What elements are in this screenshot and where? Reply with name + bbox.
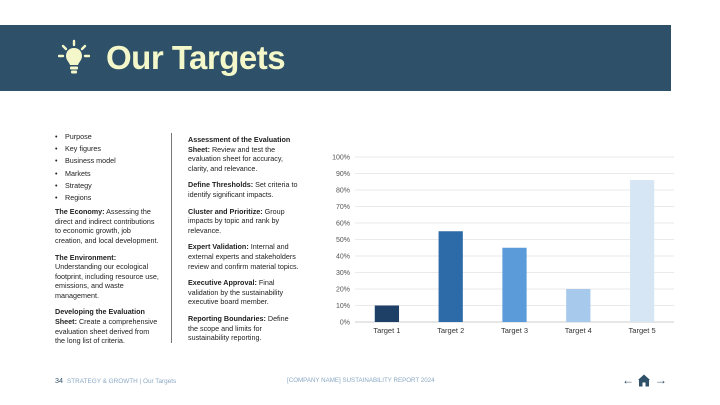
topic-list: Purpose Key figures Business model Marke… xyxy=(55,132,160,205)
paragraph-heading: The Environment: xyxy=(55,252,117,262)
x-tick-label: Target 4 xyxy=(565,326,592,335)
assessment-paragraph: Assessment of the Evaluation Sheet: Revi… xyxy=(188,135,300,173)
x-tick-label: Target 5 xyxy=(629,326,656,335)
thresholds-paragraph: Define Thresholds: Set criteria to ident… xyxy=(188,180,300,199)
y-tick-label: 70% xyxy=(336,204,350,211)
x-tick-label: Target 1 xyxy=(373,326,400,335)
executive-approval-paragraph: Executive Approval: Final validation by … xyxy=(188,278,300,307)
cluster-paragraph: Cluster and Prioritize: Group impacts by… xyxy=(188,207,300,236)
paragraph-text: Final validation by the sustainability e… xyxy=(188,278,284,307)
list-item: Key figures xyxy=(55,144,160,156)
y-tick-label: 100% xyxy=(332,155,350,162)
list-item: Business model xyxy=(55,156,160,168)
paragraph-text: Understanding our ecological footprint, … xyxy=(55,262,159,300)
paragraph-heading: Assessment of the Evaluation Sheet: xyxy=(188,135,291,154)
paragraph-text: Internal and external experts and stakeh… xyxy=(188,242,299,271)
expert-validation-paragraph: Expert Validation: Internal and external… xyxy=(188,242,300,271)
paragraph-heading: Reporting Boundaries: xyxy=(188,313,266,323)
paragraph-text: Define the scope and limits for sustaina… xyxy=(188,313,289,343)
paragraph-text: Set criteria to identify significant imp… xyxy=(188,180,298,199)
left-column: Purpose Key figures Business model Marke… xyxy=(55,132,160,353)
paragraph-heading: Expert Validation: xyxy=(188,242,249,252)
x-tick-label: Target 3 xyxy=(501,326,528,335)
bar-target-4 xyxy=(566,289,591,322)
paragraph-heading: Executive Approval: xyxy=(188,278,257,288)
list-item: Purpose xyxy=(55,132,160,144)
targets-bar-chart: 0% 10% 20% 30% 40% 50% 60% 70% 80% 90% 100% Target… xyxy=(332,155,674,335)
list-item: Regions xyxy=(55,193,160,205)
next-arrow-icon[interactable]: → xyxy=(655,373,667,387)
footer-navigation: ← → xyxy=(622,373,667,387)
bar-target-2 xyxy=(438,231,463,322)
paragraph-heading: Cluster and Prioritize: xyxy=(188,206,263,216)
y-tick-label: 50% xyxy=(336,237,350,244)
x-tick-label: Target 2 xyxy=(437,326,464,335)
reporting-boundaries-paragraph: Reporting Boundaries: Define the scope a… xyxy=(188,314,300,343)
chart-bars xyxy=(374,180,655,322)
y-tick-label: 40% xyxy=(336,254,350,261)
y-tick-label: 20% xyxy=(336,287,350,294)
footer-section-label: STRATEGY & GROWTH | Our Targets xyxy=(67,378,177,385)
y-tick-label: 0% xyxy=(340,320,350,327)
lightbulb-icon xyxy=(58,39,90,74)
economy-paragraph: The Economy: Assessing the direct and in… xyxy=(55,207,160,245)
list-item: Markets xyxy=(55,169,160,181)
paragraph-heading: Define Thresholds: xyxy=(188,180,254,190)
footer-report-title: [COMPANY NAME] SUSTAINABILITY REPORT 202… xyxy=(287,377,435,384)
y-tick-label: 60% xyxy=(336,221,350,228)
paragraph-text: Group impacts by topic and rank by relev… xyxy=(188,206,285,235)
middle-column: Assessment of the Evaluation Sheet: Revi… xyxy=(188,135,300,350)
y-tick-label: 30% xyxy=(336,270,350,277)
paragraph-text: Review and test the evaluation sheet for… xyxy=(188,144,283,173)
footer-section: 34 STRATEGY & GROWTH | Our Targets xyxy=(55,376,176,385)
y-tick-label: 90% xyxy=(336,171,350,178)
header-bar: Our Targets xyxy=(0,25,671,91)
evaluation-sheet-paragraph: Developing the Evaluation Sheet: Create … xyxy=(55,307,160,345)
y-tick-label: 80% xyxy=(336,188,350,195)
bar-target-1 xyxy=(374,305,400,322)
bar-target-5 xyxy=(629,180,655,322)
home-icon[interactable] xyxy=(638,374,650,387)
column-divider xyxy=(171,133,172,343)
environment-paragraph: The Environment: Understanding our ecolo… xyxy=(55,253,160,301)
paragraph-text: Create a comprehensive evaluation sheet … xyxy=(55,317,158,346)
page-number: 34 xyxy=(55,376,63,385)
x-axis-ticks: Target 1 Target 2 Target 3 Target 4 Target 5 xyxy=(373,326,655,335)
list-item: Strategy xyxy=(55,181,160,193)
paragraph-text: Assessing the direct and indirect contri… xyxy=(55,207,159,245)
page-title: Our Targets xyxy=(106,39,286,76)
bar-target-3 xyxy=(502,247,527,322)
y-axis-ticks: 0% 10% 20% 30% 40% 50% 60% 70% 80% 90% 100% xyxy=(332,155,350,327)
prev-arrow-icon[interactable]: ← xyxy=(622,373,634,387)
paragraph-heading: Developing the Evaluation Sheet: xyxy=(55,307,145,327)
paragraph-heading: The Economy: xyxy=(55,207,105,217)
y-tick-label: 10% xyxy=(336,303,350,310)
